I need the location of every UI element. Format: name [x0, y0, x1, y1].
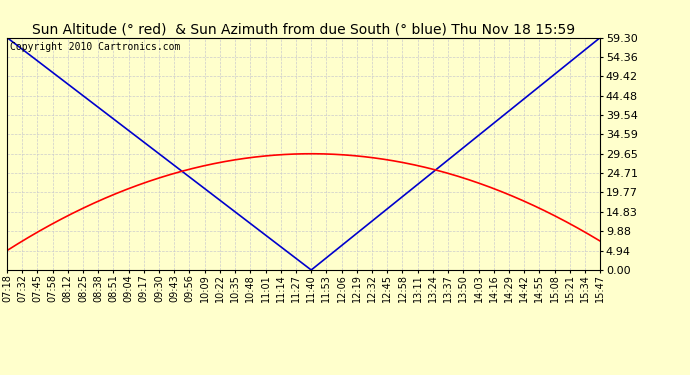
Title: Sun Altitude (° red)  & Sun Azimuth from due South (° blue) Thu Nov 18 15:59: Sun Altitude (° red) & Sun Azimuth from … — [32, 22, 575, 36]
Text: Copyright 2010 Cartronics.com: Copyright 2010 Cartronics.com — [10, 42, 180, 52]
